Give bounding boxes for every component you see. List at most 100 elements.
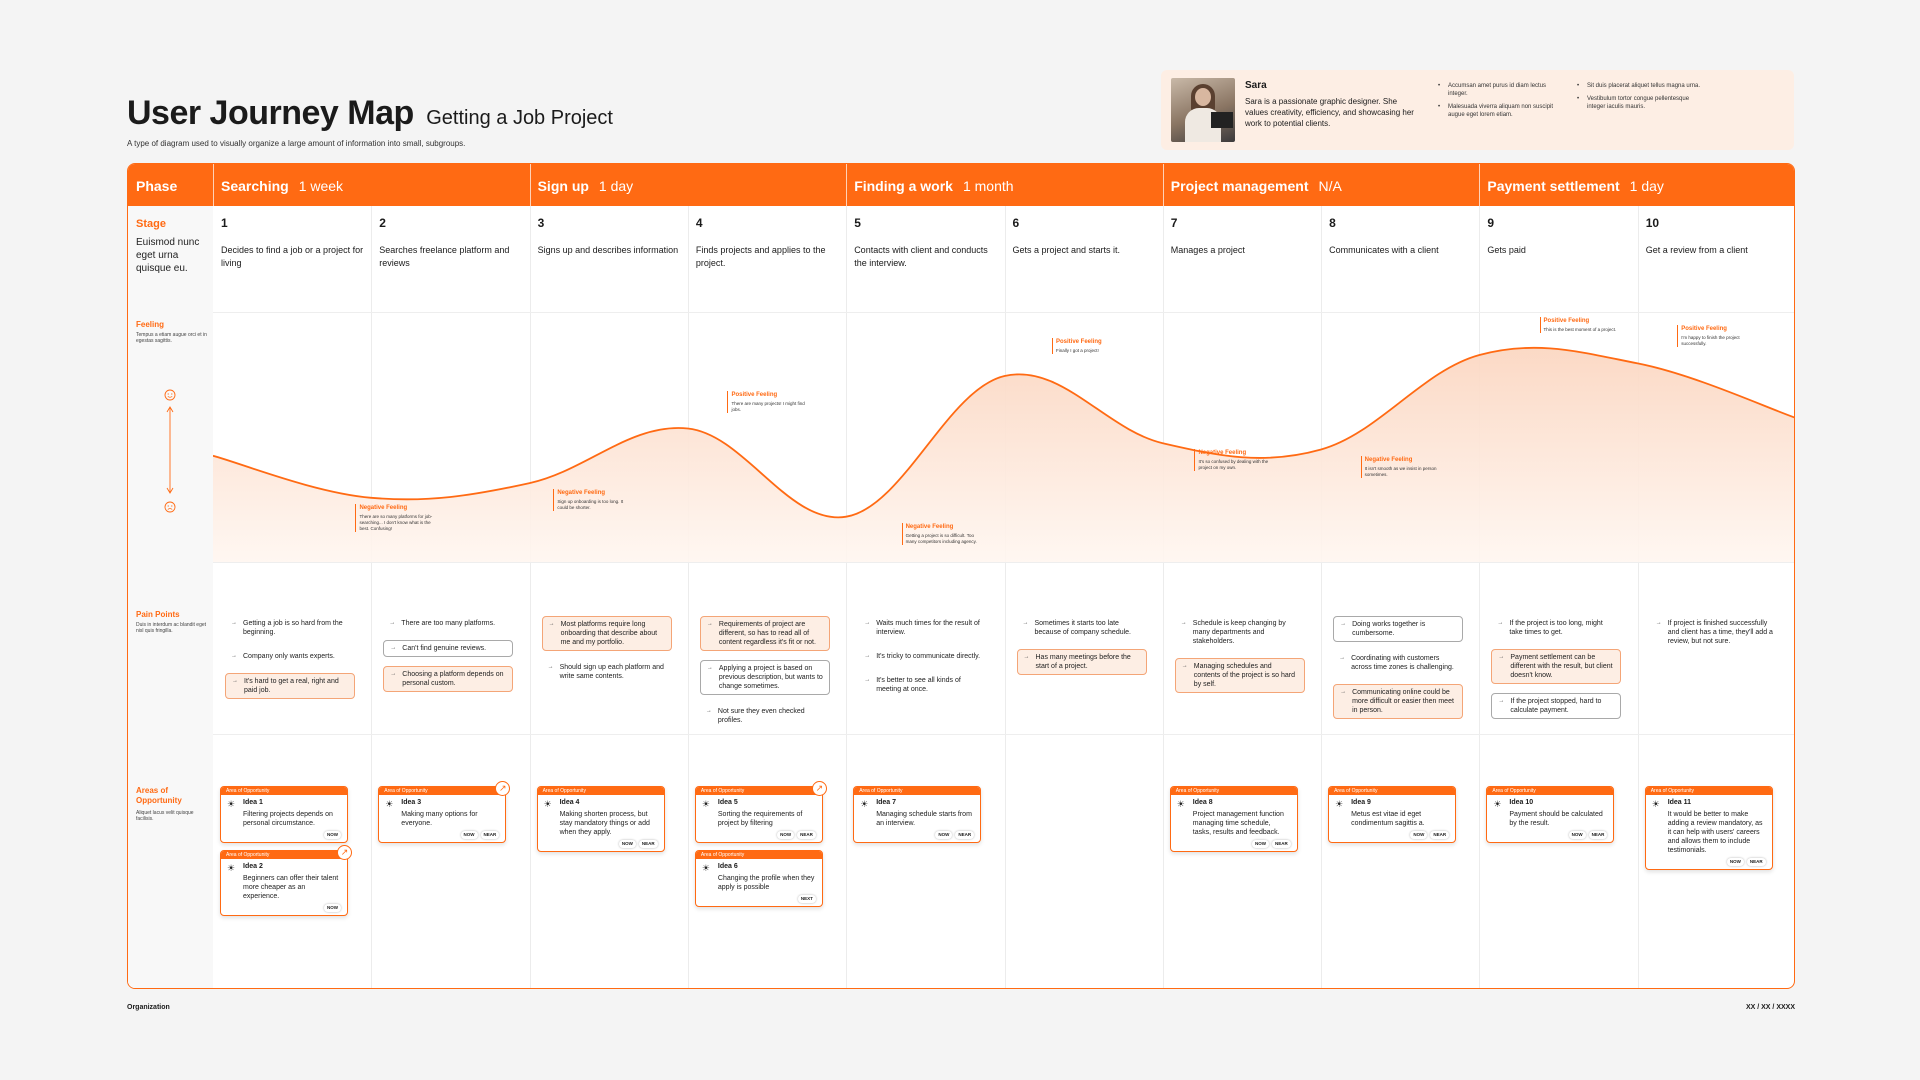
timeline-tag: NOW — [1726, 858, 1744, 866]
pain-point: Requirements of project are different, s… — [699, 616, 830, 651]
feeling-annotation: Negative Feeling There are so many platfo… — [355, 503, 435, 532]
row-divider — [213, 734, 1794, 735]
pain-point: Waits much times for the result of inter… — [858, 616, 988, 640]
persona-bullet: Vestibulum tortor congue pellentesque in… — [1577, 95, 1702, 111]
stage-sublabel: Euismod nunc eget urna quisque eu. — [136, 237, 200, 274]
feeling-annotation-title: Negative Feeling — [1198, 450, 1247, 457]
idea-text: Making shorten process, but stay mandato… — [559, 811, 650, 836]
phase-label: Phase — [136, 178, 178, 194]
persona-bullet: Malesuada viverra aliquam non suscipit a… — [1438, 103, 1563, 119]
feeling-annotation: Positive Feeling Finally I got a project! — [1051, 338, 1132, 354]
pain-point: There are too many platforms. — [383, 616, 513, 631]
idea-card[interactable]: Area of Opportunity ☀ Idea 9 Metus est vita… — [1328, 786, 1457, 843]
feeling-annotation-text: There are many projects! I might find jo… — [731, 400, 805, 412]
stage-6: 6 Gets a project and starts it. — [1013, 216, 1158, 257]
idea-tags: NOW NEAR — [1726, 858, 1766, 866]
expand-icon[interactable]: ↗ — [811, 781, 827, 796]
opportunity-label: Areas of Opportunity — [136, 786, 182, 805]
persona-name: Sara — [1245, 80, 1267, 91]
feeling-annotation-text: Getting a project is so difficult. Too m… — [905, 532, 977, 544]
idea-body: ☀ Idea 11 It would be better to make addin… — [1646, 795, 1772, 869]
idea-tags: NOW NEAR — [618, 840, 658, 848]
stage-text: Contacts with client and conducts the in… — [854, 245, 988, 268]
feeling-annotation-title: Positive Feeling — [731, 391, 778, 398]
idea-card[interactable]: Area of Opportunity ☀ Idea 7 Managing sched… — [853, 786, 982, 843]
phase-name: Sign up — [537, 178, 589, 194]
phase-duration: 1 day — [598, 178, 634, 194]
idea-title: Idea 9 — [1351, 799, 1371, 806]
double-arrow-icon — [166, 406, 174, 494]
persona-photo — [1171, 78, 1235, 142]
stage-10: 10 Get a review from a client — [1646, 216, 1791, 257]
phase-5: Payment settlement 1 day — [1479, 164, 1672, 206]
stage-text: Get a review from a client — [1645, 245, 1748, 255]
idea-card[interactable]: Area of Opportunity ☀ Idea 6 Changing the p… — [694, 850, 823, 907]
stage-8: 8 Communicates with a client — [1329, 216, 1474, 257]
pain-column-10: If project is finished successfully and … — [1650, 616, 1780, 658]
timeline-tag: NOW — [324, 831, 341, 839]
expand-icon[interactable]: ↗ — [495, 781, 511, 796]
row-labels: Stage Euismod nunc eget urna quisque eu.… — [128, 206, 213, 988]
footer-date: XX / XX / XXXX — [1745, 1004, 1795, 1011]
idea-body: ☀ Idea 7 Managing schedule starts from an … — [854, 795, 980, 842]
lightbulb-icon: ☀ — [227, 863, 236, 873]
lightbulb-icon: ☀ — [385, 799, 394, 809]
idea-card[interactable]: Area of Opportunity ☀ Idea 5 Sorting the re… — [694, 781, 827, 843]
idea-title: Idea 8 — [1192, 799, 1213, 806]
idea-text: It would be better to make adding a revi… — [1667, 811, 1763, 854]
timeline-tag: NOW — [618, 840, 636, 848]
phase-duration: 1 week — [298, 178, 344, 194]
column-divider — [1004, 206, 1006, 988]
phase-duration: N/A — [1318, 178, 1342, 194]
feeling-annotation: Positive Feeling There are many projects!… — [727, 390, 807, 413]
pain-column-3: Most platforms require long onboarding t… — [541, 616, 672, 693]
column-divider — [371, 206, 373, 988]
pain-point: Managing schedules and contents of the p… — [1174, 658, 1305, 693]
idea-text: Managing schedule starts from an intervi… — [876, 811, 972, 827]
feeling-annotation-title: Positive Feeling — [1681, 326, 1727, 333]
idea-card[interactable]: Area of Opportunity ☀ Idea 11 It would be b… — [1644, 786, 1773, 870]
idea-body: ☀ Idea 4 Making shorten process, but stay … — [538, 795, 664, 851]
feeling-annotation-title: Positive Feeling — [1055, 339, 1102, 345]
idea-card[interactable]: Area of Opportunity ☀ Idea 4 Making shorten… — [536, 786, 665, 852]
idea-title: Idea 6 — [717, 863, 738, 870]
idea-card[interactable]: Area of Opportunity ☀ Idea 3 Making many op… — [378, 781, 511, 843]
pain-column-6: Sometimes it starts too late because of … — [1016, 616, 1147, 684]
phase-duration: 1 day — [1629, 178, 1664, 194]
feeling-curve — [213, 346, 1794, 562]
idea-card[interactable]: Area of Opportunity ☀ Idea 1 Filtering proj… — [220, 786, 348, 843]
phase-divider — [846, 164, 848, 206]
timeline-tag: NEAR — [1588, 831, 1608, 839]
sad-face-icon — [164, 501, 176, 513]
idea-card[interactable]: Area of Opportunity ☀ Idea 8 Project manage… — [1169, 786, 1298, 852]
feeling-annotation: Positive Feeling This is the best moment … — [1539, 317, 1620, 333]
timeline-tag: NEXT — [797, 895, 816, 903]
stage-label: Stage — [136, 218, 166, 230]
lightbulb-icon: ☀ — [860, 799, 869, 809]
expand-icon[interactable]: ↗ — [337, 845, 352, 860]
pain-point: If project is finished successfully and … — [1650, 616, 1780, 649]
feeling-annotation-title: Negative Feeling — [905, 523, 954, 530]
feeling-annotation: Negative Feeling Sign up onboarding is to… — [553, 489, 633, 512]
title-block: User Journey Map Getting a Job Project — [127, 94, 613, 133]
idea-text: Project management function managing tim… — [1192, 811, 1284, 836]
column-divider — [846, 206, 848, 988]
idea-card[interactable]: Area of Opportunity ☀ Idea 2 Beginners can … — [220, 845, 352, 916]
pain-column-9: If the project is too long, might take t… — [1491, 616, 1622, 728]
journey-board: Phase Searching 1 week Sign up 1 day Finding… — [127, 163, 1795, 989]
pain-point: Coordinating with customers across time … — [1333, 651, 1463, 675]
pain-point: Can't find genuine reviews. — [383, 640, 514, 657]
stage-7: 7 Manages a project — [1171, 216, 1316, 257]
phase-divider — [1162, 164, 1164, 206]
idea-text: Changing the profile when they apply is … — [717, 875, 815, 891]
idea-header: Area of Opportunity — [1170, 787, 1297, 795]
idea-body: ☀ Idea 1 Filtering projects depends on per… — [221, 795, 347, 842]
idea-card[interactable]: Area of Opportunity ☀ Idea 10 Payment shoul… — [1486, 786, 1615, 843]
idea-body: ☀ Idea 10 Payment should be calculated by … — [1487, 795, 1613, 842]
feeling-label: Feeling — [136, 320, 165, 329]
idea-header: Area of Opportunity — [379, 787, 506, 795]
phase-name: Payment settlement — [1487, 178, 1620, 194]
idea-header: Area of Opportunity — [1487, 787, 1614, 795]
persona-list-b: Sit duis placerat aliquet tellus magna u… — [1577, 82, 1702, 116]
idea-body: ☀ Idea 8 Project management function manag… — [1171, 795, 1297, 851]
